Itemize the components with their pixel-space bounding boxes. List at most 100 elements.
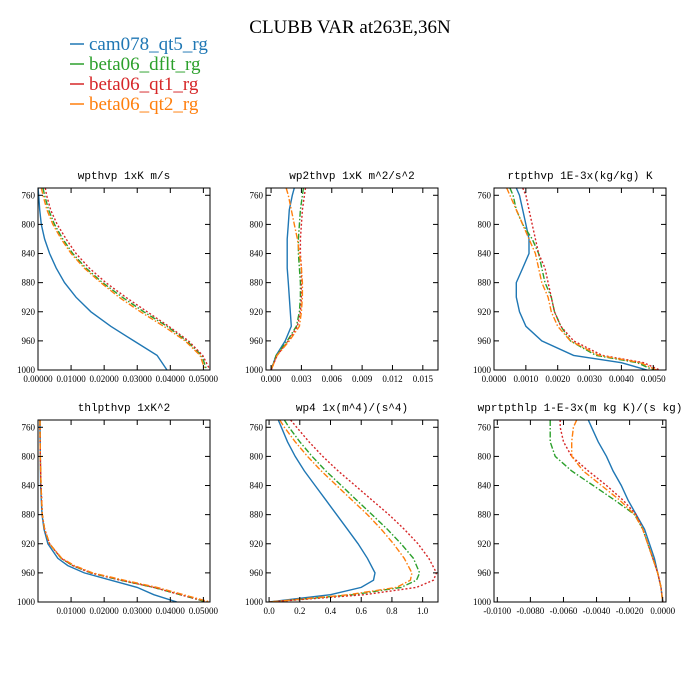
y-tick-label: 960: [478, 568, 492, 578]
series-line-beta06_dflt_rg: [39, 420, 207, 602]
y-tick-label: 800: [250, 219, 264, 229]
y-tick-label: 840: [250, 481, 264, 491]
legend-label-beta06_qt2_rg: beta06_qt2_rg: [89, 94, 199, 115]
series-line-cam078_qt5_rg: [269, 420, 376, 602]
y-tick-label: 840: [250, 249, 264, 259]
panel-title: wpthvp 1xK m/s: [78, 171, 170, 183]
panel-frame: [265, 419, 439, 603]
x-tick-label: 0.015: [413, 374, 434, 384]
series-line-cam078_qt5_rg: [38, 188, 168, 370]
panel-5: wp4 1x(m^4)/(s^4)76080084088092096010000…: [245, 403, 439, 616]
y-tick-label: 760: [22, 422, 36, 432]
y-tick-label: 920: [22, 539, 36, 549]
x-tick-label: 0.03000: [123, 606, 153, 616]
y-tick-label: 960: [22, 336, 36, 346]
y-tick-label: 960: [22, 568, 36, 578]
series-line-beta06_qt2_rg: [40, 188, 206, 370]
y-tick-label: 1000: [245, 597, 264, 607]
y-tick-label: 1000: [245, 365, 264, 375]
x-tick-label: 0.02000: [90, 374, 120, 384]
y-tick-label: 840: [478, 481, 492, 491]
y-tick-label: 1000: [17, 365, 36, 375]
y-tick-label: 880: [22, 278, 36, 288]
panel-frame: [493, 187, 667, 371]
y-tick-label: 800: [22, 451, 36, 461]
panel-3: rtpthvp 1E-3x(kg/kg) K 760 800 840 880 920 960…: [473, 171, 667, 384]
y-tick-label: 1000: [473, 597, 492, 607]
x-tick-label: 0.006: [322, 374, 343, 384]
y-tick-label: 840: [478, 249, 492, 259]
x-tick-label: 0.0050: [641, 374, 666, 384]
y-tick-label: 880: [478, 510, 492, 520]
series-line-cam078_qt5_rg: [270, 188, 295, 370]
series-line-cam078_qt5_rg: [515, 188, 648, 370]
y-tick-label: 920: [478, 539, 492, 549]
x-tick-label: 0.003: [291, 374, 312, 384]
panel-frame: [37, 187, 211, 371]
x-tick-label: 0.0000: [482, 374, 507, 384]
x-tick-label: 0.0040: [609, 374, 634, 384]
x-tick-label: 1.0: [417, 606, 429, 616]
y-tick-label: 920: [22, 307, 36, 317]
series-line-beta06_dflt_rg: [509, 188, 654, 370]
figure-title: CLUBB VAR at263E,36N: [249, 17, 451, 38]
x-tick-label: 0.05000: [189, 374, 219, 384]
series-line-beta06_qt1_rg: [269, 420, 438, 602]
x-tick-label: 0.04000: [156, 374, 186, 384]
y-tick-label: 800: [250, 451, 264, 461]
panel-title: wp4 1x(m^4)/(s^4): [296, 403, 408, 415]
y-tick-label: 760: [478, 422, 492, 432]
x-tick-label: 0.000: [261, 374, 282, 384]
legend-label-beta06_dflt_rg: beta06_dflt_rg: [89, 54, 201, 75]
panel-2: wp2thvp 1xK m^2/s^2 760 800 840 880 920 960 100…: [245, 171, 439, 384]
x-tick-label: 0.012: [382, 374, 402, 384]
series-line-cam078_qt5_rg: [39, 420, 178, 602]
x-tick-label: 0.0010: [513, 374, 538, 384]
x-tick-label: 0.0000: [650, 606, 675, 616]
x-tick-label: 0.01000: [56, 374, 86, 384]
x-tick-label: 0.04000: [156, 606, 186, 616]
panel-title: wprtpthlp 1-E-3x(m kg K)/(s kg): [478, 403, 683, 415]
series-line-beta06_qt1_rg: [270, 188, 307, 370]
panel-title: wp2thvp 1xK m^2/s^2: [289, 171, 414, 183]
y-tick-label: 840: [22, 481, 36, 491]
series-line-beta06_dflt_rg: [42, 188, 208, 370]
panel-1: wpthvp 1xK m/s 760 800 840 880 920 960 10000.00…: [17, 171, 219, 384]
y-tick-label: 960: [250, 336, 264, 346]
y-tick-label: 1000: [17, 597, 36, 607]
series-line-beta06_qt2_rg: [506, 188, 657, 370]
series-line-beta06_dflt_rg: [269, 420, 421, 602]
y-tick-label: 800: [22, 219, 36, 229]
legend: cam078_qt5_rgbeta06_dflt_rgbeta06_qt1_rg…: [70, 34, 208, 115]
x-tick-label: -0.0040: [583, 606, 611, 616]
x-tick-label: 0.00000: [23, 374, 53, 384]
y-tick-label: 760: [250, 422, 264, 432]
panel-6: wprtpthlp 1-E-3x(m kg K)/(s kg) 760 800 840…: [473, 403, 682, 616]
series-line-beta06_qt2_rg: [269, 420, 413, 602]
series-line-beta06_qt1_rg: [559, 420, 664, 602]
x-tick-label: 0.4: [325, 606, 337, 616]
panel-frame: [265, 187, 439, 371]
x-tick-label: 0.0020: [545, 374, 570, 384]
x-tick-label: -0.0100: [483, 606, 511, 616]
y-tick-label: 800: [478, 219, 492, 229]
series-line-beta06_qt2_rg: [39, 420, 210, 602]
x-tick-label: 0.0: [263, 606, 275, 616]
series-line-beta06_qt1_rg: [39, 420, 209, 602]
y-tick-label: 880: [22, 510, 36, 520]
x-tick-label: 0.05000: [189, 606, 219, 616]
legend-label-beta06_qt1_rg: beta06_qt1_rg: [89, 74, 199, 95]
x-tick-label: -0.0060: [550, 606, 578, 616]
y-tick-label: 960: [250, 568, 264, 578]
legend-label-cam078_qt5_rg: cam078_qt5_rg: [89, 34, 208, 55]
y-tick-label: 880: [250, 510, 264, 520]
series-line-beta06_qt2_rg: [270, 188, 304, 370]
panel-4: thlpthvp 1xK^2 760 800 840 880 920 960 1000 0.01…: [17, 403, 219, 616]
y-tick-label: 920: [250, 539, 264, 549]
y-tick-label: 800: [478, 451, 492, 461]
x-tick-label: -0.0020: [616, 606, 644, 616]
series-line-beta06_qt2_rg: [571, 420, 664, 602]
series-line-beta06_dflt_rg: [270, 188, 305, 370]
x-tick-label: 0.02000: [90, 606, 120, 616]
panel-title: thlpthvp 1xK^2: [78, 403, 170, 415]
